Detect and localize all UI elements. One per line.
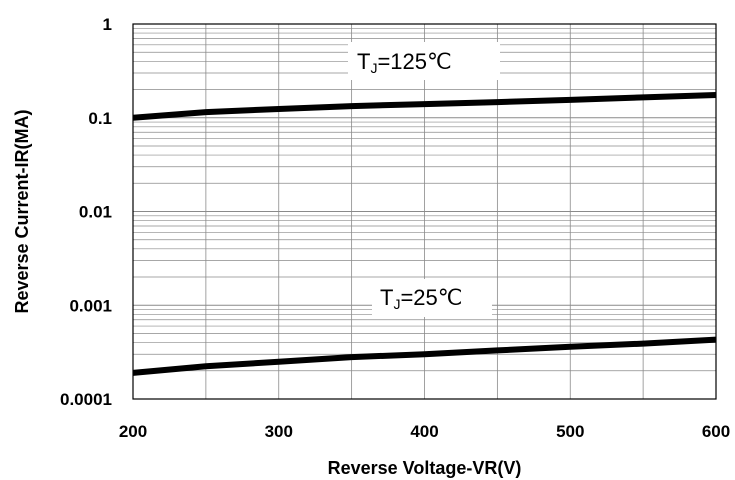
series-line-tj-125 [132, 92, 717, 121]
x-tick-label: 500 [556, 422, 584, 441]
grid [133, 24, 716, 400]
plot-frame [132, 23, 717, 400]
series-line-tj-25 [132, 336, 717, 376]
x-tick-label: 300 [265, 422, 293, 441]
y-tick-labels: 0.0001 0.001 0.01 0.1 1 [60, 15, 112, 409]
series-labels: TJ=125℃ TJ=25℃ [348, 42, 500, 317]
y-axis-label: Reverse Current-IR(MA) [12, 109, 32, 313]
y-tick-label: 0.0001 [60, 390, 112, 409]
series-label-background [372, 279, 492, 317]
x-axis-label: Reverse Voltage-VR(V) [328, 458, 522, 478]
y-tick-label: 0.1 [88, 109, 112, 128]
x-tick-label: 400 [410, 422, 438, 441]
series-label-background [348, 42, 500, 80]
series-layer [132, 92, 717, 376]
series-label-tj-25: TJ=25℃ [372, 279, 492, 317]
x-tick-labels: 200 300 400 500 600 [119, 422, 730, 441]
series-label-tj-125: TJ=125℃ [348, 42, 500, 80]
x-tick-label: 600 [702, 422, 730, 441]
y-tick-label: 0.001 [69, 296, 112, 315]
series-label-text: TJ=125℃ [357, 49, 452, 76]
y-tick-label: 1 [103, 15, 112, 34]
x-tick-label: 200 [119, 422, 147, 441]
y-tick-label: 0.01 [79, 203, 112, 222]
series-label-text: TJ=25℃ [380, 285, 462, 312]
